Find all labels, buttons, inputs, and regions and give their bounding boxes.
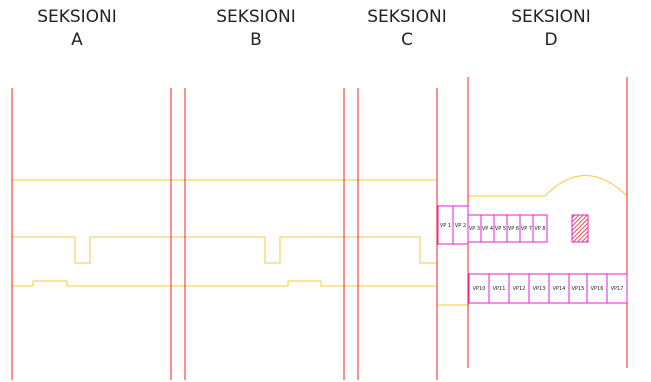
section-header-b: SEKSIONI B [216, 7, 296, 50]
outline-arc [544, 175, 628, 197]
vp-upper-row [437, 205, 548, 245]
outline-middle-edge [12, 236, 437, 264]
building-outline [12, 175, 628, 306]
vp-label-4: VP 4 [482, 226, 493, 232]
vp-label-8: VP 8 [534, 226, 545, 232]
vp-label-1: VP 1 [440, 223, 451, 229]
outline-lower-edge [12, 280, 437, 287]
section-header-a: SEKSIONI A [37, 7, 117, 50]
vp-label-16: VP16 [591, 286, 604, 292]
section-b-title: SEKSIONI [216, 7, 296, 27]
section-a-letter: A [71, 30, 83, 50]
vp-label-3: VP 3 [469, 226, 480, 232]
vp-lower-labels: VP10 VP11 VP12 VP13 VP14 VP15 VP16 VP17 [473, 286, 624, 292]
vp-upper-labels: VP 1 VP 2 VP 3 VP 4 VP 5 VP 6 VP 7 VP 8 [440, 223, 546, 232]
vp-label-15: VP15 [572, 286, 585, 292]
section-a-title: SEKSIONI [37, 7, 117, 27]
hatched-square-icon [571, 214, 589, 243]
vp-box-8[interactable] [532, 214, 548, 243]
vp-label-7: VP 7 [521, 226, 532, 232]
section-header-c: SEKSIONI C [367, 7, 447, 50]
vp-label-13: VP13 [533, 286, 546, 292]
vp-lower-row [468, 273, 628, 304]
vp-box-17[interactable] [606, 273, 628, 304]
section-b-letter: B [250, 30, 262, 50]
section-header-d: SEKSIONI D [511, 7, 591, 50]
vp-label-17: VP17 [611, 286, 624, 292]
vp-label-2: VP 2 [455, 223, 466, 229]
vp-label-10: VP10 [473, 286, 486, 292]
vp-label-14: VP14 [553, 286, 566, 292]
section-d-letter: D [544, 30, 557, 50]
vp-label-11: VP11 [493, 286, 506, 292]
section-c-title: SEKSIONI [367, 7, 447, 27]
section-d-title: SEKSIONI [511, 7, 591, 27]
vp-label-5: VP 5 [495, 226, 506, 232]
vp-label-6: VP 6 [508, 226, 519, 232]
section-c-letter: C [401, 30, 413, 50]
vp-label-12: VP12 [513, 286, 526, 292]
